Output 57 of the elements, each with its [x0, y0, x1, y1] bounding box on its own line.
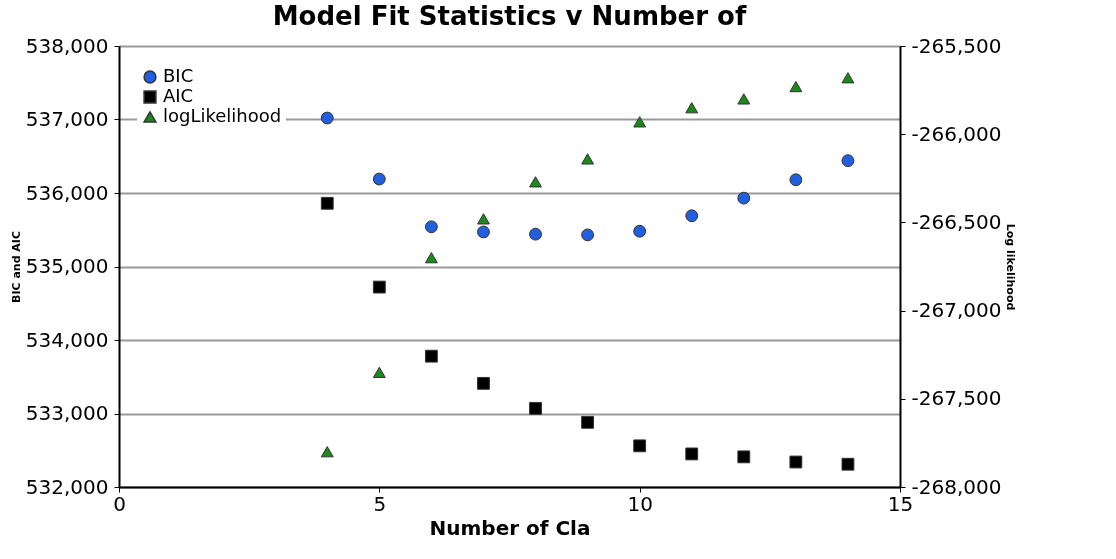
point — [372, 280, 386, 294]
point — [529, 176, 542, 188]
point — [737, 191, 751, 205]
y-tick-label: 538,000 — [25, 33, 109, 58]
y2-tick-label: -266,500 — [911, 209, 1002, 234]
x-tick-label: 10 — [627, 491, 653, 516]
point — [477, 376, 490, 390]
point — [320, 196, 334, 210]
y-tick-label: 537,000 — [25, 107, 109, 131]
x-axis-title: Number of Cla — [429, 515, 591, 540]
point — [424, 349, 438, 363]
y-axis-title: BIC and AIC — [9, 230, 23, 304]
point — [737, 450, 751, 464]
y-tick-label: 536,000 — [25, 180, 109, 205]
point — [737, 93, 751, 105]
y-tick-label: 532,000 — [25, 474, 109, 499]
point — [841, 72, 855, 84]
point — [633, 116, 647, 128]
x-tick-label: 0 — [113, 491, 126, 516]
point — [841, 154, 855, 168]
y2-axis-title: Log likelihood — [1004, 223, 1018, 311]
point — [685, 102, 699, 114]
x-tick-label: 15 — [887, 491, 914, 516]
chart-title: Model Fit Statistics v Number of — [272, 1, 747, 31]
point — [633, 224, 647, 238]
x-tick-label: 5 — [373, 491, 387, 516]
point — [529, 401, 542, 415]
y2-tick-label: -267,000 — [911, 298, 1002, 323]
point — [685, 447, 699, 461]
y2-tick-label: -268,000 — [911, 474, 1002, 499]
point — [320, 111, 334, 125]
legend-label: BIC — [163, 65, 194, 86]
point — [320, 446, 334, 458]
y2-tick-label: -265,500 — [911, 33, 1002, 58]
y2-tick-label: -266,000 — [911, 121, 1002, 146]
point — [424, 220, 438, 234]
point — [685, 209, 699, 223]
point — [372, 172, 386, 186]
point — [789, 173, 803, 187]
y-tick-label: 534,000 — [25, 327, 109, 352]
point — [529, 227, 542, 241]
point — [581, 153, 595, 165]
point — [789, 80, 803, 93]
point — [633, 439, 647, 453]
y-tick-label: 533,000 — [25, 401, 109, 425]
point — [424, 252, 438, 264]
point — [477, 225, 490, 239]
legend-label: logLikelihood — [163, 105, 282, 126]
point — [789, 455, 803, 469]
point — [581, 228, 595, 242]
legend-label: AIC — [163, 85, 194, 106]
point — [372, 366, 386, 378]
y-tick-label: 535,000 — [25, 254, 109, 278]
point — [841, 457, 855, 471]
point — [581, 415, 595, 429]
point — [477, 213, 490, 225]
y2-tick-label: -267,500 — [911, 386, 1002, 411]
